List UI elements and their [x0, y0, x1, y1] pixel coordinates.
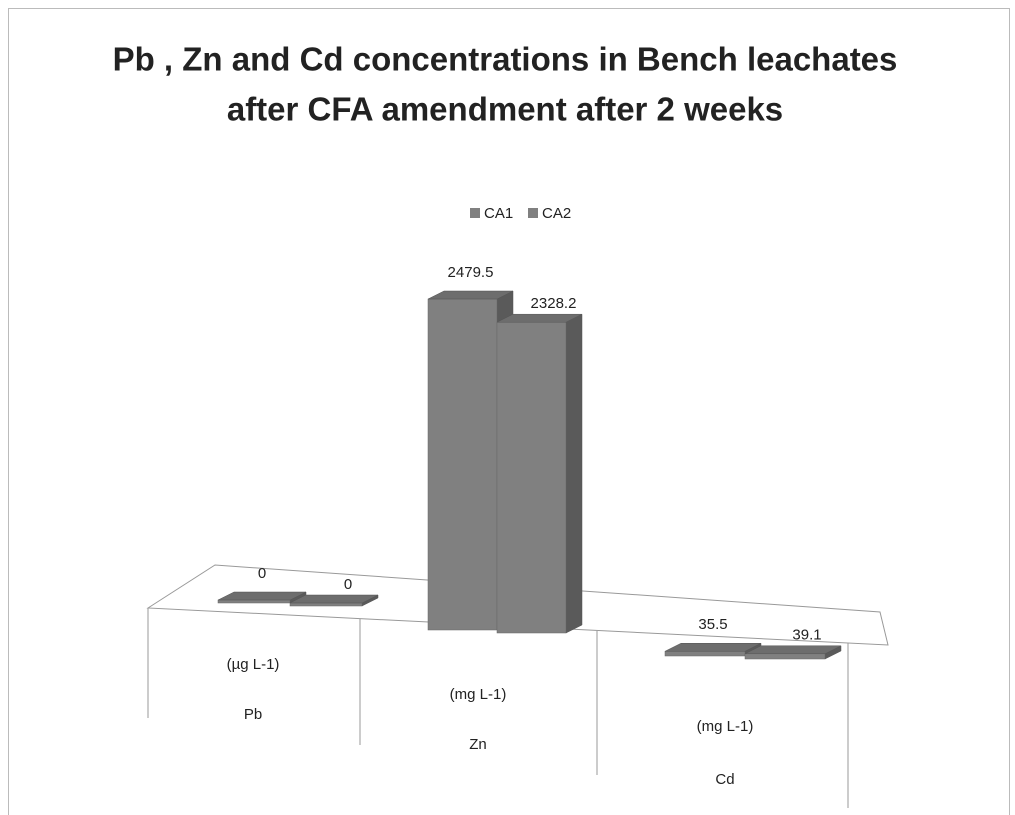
bar — [217, 591, 307, 604]
legend-swatch — [470, 208, 480, 218]
bar-top — [427, 290, 514, 300]
category-label: Cd — [715, 771, 734, 788]
value-label: 0 — [344, 576, 352, 593]
bar-front — [664, 651, 746, 657]
value-label: 39.1 — [792, 627, 821, 644]
bar-top — [744, 645, 842, 655]
chart-title: after CFA amendment after 2 weeks — [227, 91, 783, 128]
bar-top — [496, 313, 583, 323]
bar — [496, 313, 583, 634]
value-label: 2479.5 — [448, 264, 494, 281]
legend-label: CA2 — [542, 205, 571, 222]
value-label: 2328.2 — [531, 295, 577, 312]
category-unit: (µg L-1) — [227, 656, 280, 673]
value-label: 35.5 — [698, 616, 727, 633]
bar-front — [744, 653, 826, 660]
bar-side — [565, 313, 583, 634]
bar-front — [289, 602, 363, 607]
category-label: Pb — [244, 706, 262, 723]
bar-front — [427, 298, 498, 631]
category-unit: (mg L-1) — [450, 686, 507, 703]
bar-top — [664, 643, 762, 652]
bar — [744, 645, 842, 660]
chart-title: Pb , Zn and Cd concentrations in Bench l… — [113, 41, 898, 78]
bar-front — [496, 321, 567, 634]
bar-top — [289, 594, 379, 604]
category-label: Zn — [469, 736, 487, 753]
legend-swatch — [528, 208, 538, 218]
bar-front — [217, 599, 291, 604]
value-label: 0 — [258, 565, 266, 582]
bar — [289, 594, 379, 607]
chart-frame — [8, 8, 1010, 815]
category-unit: (mg L-1) — [697, 718, 754, 735]
legend-label: CA1 — [484, 205, 513, 222]
bar-top — [217, 591, 307, 601]
